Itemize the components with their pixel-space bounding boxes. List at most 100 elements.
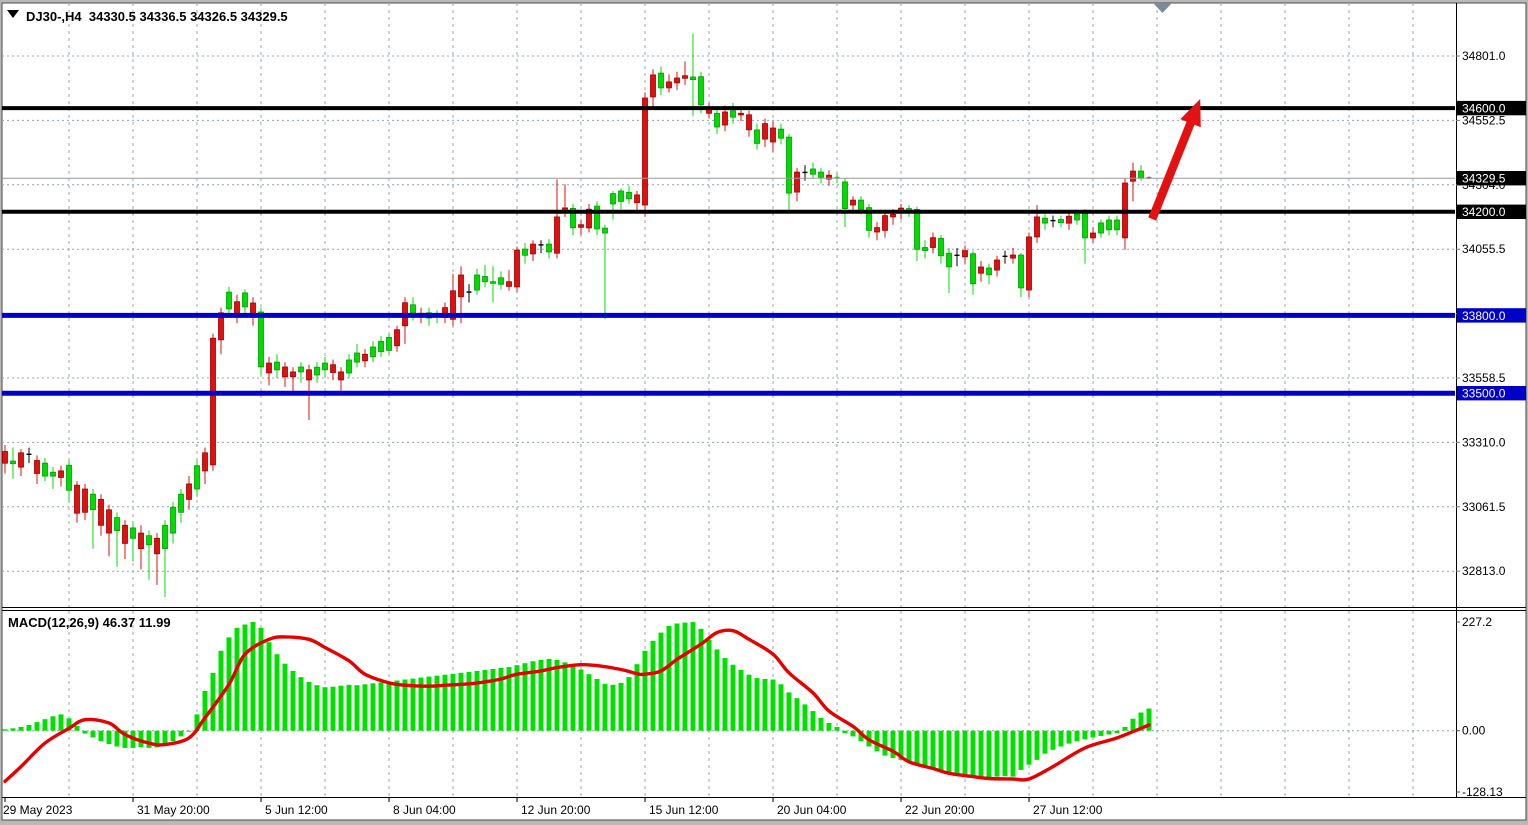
price-level-badge-33500.0: 33500.0 xyxy=(1457,386,1526,401)
macd-bar xyxy=(402,679,408,731)
candle xyxy=(530,240,536,261)
macd-bar xyxy=(362,684,368,731)
macd-bar xyxy=(642,650,648,731)
candle xyxy=(498,271,504,290)
macd-bar xyxy=(554,659,560,731)
macd-bar xyxy=(1082,730,1088,740)
candle xyxy=(194,460,200,497)
macd-bar xyxy=(114,730,120,747)
candle xyxy=(978,261,984,282)
candle xyxy=(994,255,1000,277)
candle xyxy=(922,240,928,259)
candle xyxy=(34,455,40,484)
candle xyxy=(322,356,328,378)
macd-bar xyxy=(522,663,528,731)
candle xyxy=(210,333,216,471)
candle xyxy=(874,222,880,241)
macd-bar xyxy=(26,725,32,731)
support-resistance-lines[interactable] xyxy=(2,106,1455,396)
macd-bar xyxy=(834,726,840,731)
trend-arrow[interactable] xyxy=(1148,99,1201,221)
macd-bar xyxy=(146,730,152,748)
candle xyxy=(682,61,688,85)
macd-bar xyxy=(194,714,200,731)
candle xyxy=(186,476,192,510)
macd-bar xyxy=(34,722,40,731)
macd-bar xyxy=(962,730,968,776)
macd-bar xyxy=(874,730,880,752)
candle xyxy=(1042,214,1048,230)
macd-bar xyxy=(258,627,264,731)
macd-bar xyxy=(914,730,920,765)
candle xyxy=(986,263,992,285)
candle xyxy=(778,123,784,145)
macd-bar xyxy=(450,673,456,731)
macd-bar xyxy=(282,663,288,731)
macd-bar xyxy=(458,672,464,731)
macd-bar xyxy=(434,675,440,731)
candle xyxy=(546,239,552,259)
macd-bar xyxy=(1034,730,1040,760)
candle xyxy=(42,457,48,482)
candle xyxy=(538,240,544,254)
macd-bar xyxy=(650,640,656,731)
candle xyxy=(1026,232,1032,298)
candle xyxy=(474,268,480,295)
price-level-badge-34200.0: 34200.0 xyxy=(1457,204,1526,219)
price-tick-label: 34552.5 xyxy=(1462,113,1506,127)
candle xyxy=(98,494,104,536)
macd-bar xyxy=(786,692,792,731)
time-axis[interactable]: 29 May 2023 31 May 20:00 5 Jun 12:00 8 Jun … xyxy=(3,798,1103,817)
candle xyxy=(770,121,776,153)
candle xyxy=(1130,162,1136,202)
candle xyxy=(378,336,384,357)
macd-bar xyxy=(338,685,344,731)
macd-bar xyxy=(826,723,832,731)
macd-tick-label: 227.2 xyxy=(1462,615,1492,629)
candle xyxy=(106,504,112,557)
macd-bar xyxy=(466,671,472,731)
macd-bar xyxy=(506,667,512,731)
candle xyxy=(1018,253,1024,298)
candle xyxy=(738,108,744,121)
macd-bar xyxy=(986,730,992,779)
candle xyxy=(26,447,32,464)
macd-axis[interactable]: 227.2 0.00 -128.13 xyxy=(1456,615,1503,799)
candle xyxy=(954,248,960,267)
macd-bar xyxy=(882,730,888,756)
svg-text:34200.0: 34200.0 xyxy=(1462,205,1506,219)
macd-bar xyxy=(138,730,144,747)
macd-bar xyxy=(98,730,104,742)
candle xyxy=(274,354,280,378)
macd-bar xyxy=(410,678,416,731)
macd-bar xyxy=(210,672,216,731)
macd-bar xyxy=(1098,730,1104,736)
price-tick-label: 33310.0 xyxy=(1462,435,1506,449)
time-tick-label: 12 Jun 20:00 xyxy=(521,803,591,817)
macd-bar xyxy=(490,669,496,731)
candle xyxy=(786,134,792,212)
macd-bar xyxy=(714,649,720,731)
macd-panel-plot[interactable] xyxy=(2,611,1456,797)
candle xyxy=(346,354,352,378)
candle xyxy=(226,286,232,316)
macd-bar xyxy=(250,622,256,731)
macd-bar xyxy=(602,683,608,731)
price-tick-label: 33061.5 xyxy=(1462,500,1506,514)
candle xyxy=(650,69,656,109)
candle xyxy=(914,206,920,261)
macd-bar xyxy=(594,679,600,731)
macd-bar xyxy=(954,730,960,774)
macd-bar xyxy=(1066,730,1072,744)
candle xyxy=(642,92,648,217)
macd-bar xyxy=(970,730,976,777)
price-tick-label: 32813.0 xyxy=(1462,564,1506,578)
macd-bar xyxy=(658,632,664,731)
macd-bar xyxy=(186,730,192,732)
macd-bar xyxy=(386,681,392,731)
price-chart-plot[interactable] xyxy=(2,3,1456,607)
candle xyxy=(1090,227,1096,243)
macd-bar xyxy=(218,650,224,731)
macd-bar xyxy=(634,664,640,731)
